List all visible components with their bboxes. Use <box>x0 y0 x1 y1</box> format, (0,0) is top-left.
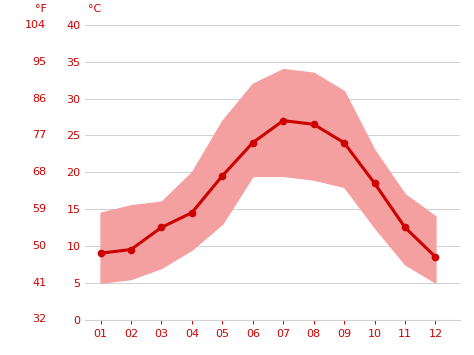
Text: 95: 95 <box>32 57 46 67</box>
Text: 68: 68 <box>32 167 46 177</box>
Text: 50: 50 <box>32 241 46 251</box>
Text: 32: 32 <box>32 315 46 324</box>
Text: °C: °C <box>88 4 101 14</box>
Text: °F: °F <box>35 4 46 14</box>
Text: 59: 59 <box>32 204 46 214</box>
Text: 104: 104 <box>25 20 46 30</box>
Text: 41: 41 <box>32 278 46 288</box>
Text: 86: 86 <box>32 93 46 104</box>
Text: 77: 77 <box>32 130 46 140</box>
